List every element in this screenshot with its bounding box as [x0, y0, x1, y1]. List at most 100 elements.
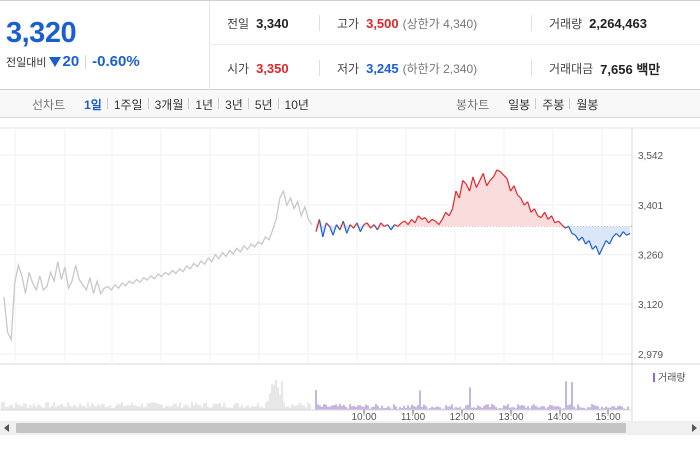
tab-5year[interactable]: 5년: [247, 96, 279, 113]
price-segment: [510, 185, 515, 192]
tab-monthly-candle[interactable]: 월봉: [569, 96, 604, 113]
price-segment: [335, 224, 341, 231]
price-segment: [373, 224, 378, 231]
amount-label: 거래대금: [549, 61, 594, 76]
time-label: 11:00: [401, 412, 426, 421]
price-segment: [619, 231, 624, 238]
tab-1day[interactable]: 1일: [84, 97, 102, 112]
price-segment: [339, 220, 344, 231]
price-segment: [612, 233, 617, 238]
price-segment: [441, 212, 447, 220]
volume-legend-label: 거래량: [658, 372, 686, 384]
lower-limit: (하한가 2,340): [402, 61, 478, 76]
price-segment: [550, 215, 556, 224]
price-segment: [465, 183, 471, 192]
price-segment: [615, 233, 621, 238]
price-segment: [479, 173, 484, 181]
stats-row-1: 전일 3,340 고가 3,500 (상한가 4,340) 거래량 2,264,…: [211, 1, 700, 45]
tab-1week[interactable]: 1주일: [106, 96, 149, 113]
divider: [85, 54, 87, 69]
price-segment: [315, 219, 320, 232]
price-segment: [516, 194, 522, 199]
open-cell: 시가 3,350: [227, 46, 289, 90]
current-price-box: 3,320 전일대비 20 -0.60%: [0, 1, 210, 90]
scrollbar-thumb[interactable]: [16, 423, 626, 433]
today-series: [315, 169, 632, 255]
time-label: 13:00: [498, 412, 523, 421]
price-segment: [482, 173, 488, 186]
price-segment: [428, 218, 433, 224]
price-segment: [557, 220, 563, 226]
price-segment: [513, 185, 518, 195]
price-stats: 전일 3,340 고가 3,500 (상한가 4,340) 거래량 2,264,…: [211, 1, 700, 90]
price-segment: [564, 225, 569, 229]
price-segment: [540, 211, 546, 218]
price-segment: [561, 224, 566, 229]
scroll-left-button[interactable]: [0, 421, 12, 435]
price-segment: [329, 226, 334, 236]
low-label: 저가: [337, 61, 360, 76]
volume-chart: 거래량 10:00 11:00 12:00 13:00 14:00 15:00: [0, 372, 686, 421]
current-price: 3,320: [6, 17, 77, 49]
price-chart[interactable]: 3,542 3,401 3,260 3,120 2,979 거래량 10:00 11:00 1…: [0, 118, 700, 421]
stats-row-2: 시가 3,350 저가 3,245 (하한가 2,340) 거래대금 7,656…: [211, 46, 700, 90]
chart-scrollbar[interactable]: [0, 421, 700, 435]
candle-chart-title: 봉차트: [456, 97, 490, 112]
price-segment: [496, 169, 501, 173]
price-segment: [458, 180, 464, 199]
divider: [319, 60, 320, 76]
price-segment: [435, 220, 440, 226]
price-segment: [527, 201, 532, 213]
bottom-padding: [0, 435, 700, 450]
tab-weekly-candle[interactable]: 주봉: [535, 96, 570, 113]
arrow-left-icon: [3, 424, 9, 432]
chart-grid: [0, 127, 700, 421]
amount-value: 7,656 백만: [600, 61, 661, 77]
volume-cell: 거래량 2,264,463: [549, 1, 647, 45]
time-label: 14:00: [547, 412, 572, 421]
tab-daily-candle[interactable]: 일봉: [508, 97, 531, 112]
price-segment: [363, 222, 368, 226]
price-segment: [387, 224, 392, 231]
price-segment: [592, 245, 597, 250]
price-segment: [390, 224, 396, 231]
price-segment: [520, 197, 525, 206]
tab-10year[interactable]: 10년: [277, 96, 315, 113]
price-segment: [394, 224, 399, 227]
price-segment: [383, 224, 388, 227]
open-value: 3,350: [256, 60, 289, 76]
divider: [319, 15, 320, 31]
price-segment: [322, 222, 327, 238]
price-segment: [370, 224, 375, 229]
price-segment: [451, 190, 457, 209]
price-segment: [544, 212, 549, 220]
divider: [531, 60, 532, 76]
price-segment: [523, 201, 529, 206]
divider: [531, 15, 532, 31]
up-area: [316, 169, 630, 227]
prev-day-line: [3, 189, 313, 342]
tab-3month[interactable]: 3개월: [147, 96, 190, 113]
price-segment: [455, 190, 460, 199]
y-tick-label: 3,542: [638, 151, 663, 162]
price-segment: [588, 240, 594, 250]
price-segment: [595, 245, 600, 255]
upper-limit: (상한가 4,340): [402, 16, 478, 31]
price-segment: [346, 224, 351, 234]
price-segment: [571, 232, 576, 236]
y-tick-label: 3,401: [638, 201, 663, 212]
price-segment: [533, 208, 539, 217]
prev-day-series: [3, 189, 313, 342]
arrow-right-icon: [691, 424, 697, 432]
price-segment: [318, 219, 324, 238]
price-segment: [325, 222, 331, 227]
tab-3year[interactable]: 3년: [218, 96, 249, 113]
price-segment: [489, 176, 494, 181]
scroll-right-button[interactable]: [688, 421, 700, 435]
amount-cell: 거래대금 7,656 백만: [549, 46, 660, 90]
price-summary: 3,320 전일대비 20 -0.60% 전일 3,340 고가 3,500 (: [0, 0, 700, 90]
high-value: 3,500: [366, 15, 399, 31]
price-segment: [407, 219, 413, 225]
price-segment: [547, 215, 552, 220]
tab-1year[interactable]: 1년: [188, 96, 219, 113]
